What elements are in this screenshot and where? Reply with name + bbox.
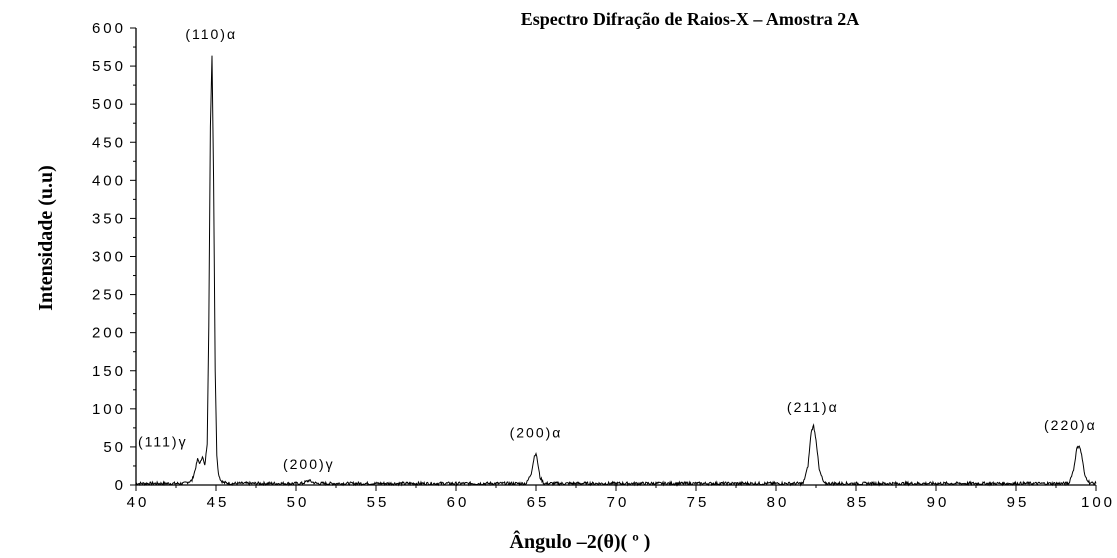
x-tick-label: 50: [287, 494, 310, 511]
y-tick-label: 100: [92, 401, 126, 418]
peak-label: (220)α: [1044, 417, 1097, 433]
y-tick-label: 150: [92, 363, 126, 380]
x-tick-label: 65: [527, 494, 550, 511]
y-tick-label: 300: [92, 249, 126, 266]
y-tick-label: 550: [92, 58, 126, 75]
y-tick-label: 350: [92, 210, 126, 227]
y-axis-title: Intensidade (u.u): [35, 165, 57, 311]
peak-label: (110)α: [185, 26, 237, 42]
y-tick-label: 50: [103, 439, 126, 456]
x-tick-label: 80: [767, 494, 790, 511]
data-layer: [135, 55, 1097, 487]
y-tick-label: 600: [92, 20, 126, 37]
peak-label: (211)α: [787, 399, 839, 415]
axes: 40 45 50 55 60 65 70 75 80 85 90 95 100 0 50 100 150 200 2…: [92, 20, 1115, 511]
y-tick-label: 400: [92, 172, 126, 189]
x-tick-label: 95: [1007, 494, 1030, 511]
y-tick-label: 200: [92, 325, 126, 342]
x-tick-label: 45: [207, 494, 230, 511]
xrd-series-line: [135, 55, 1097, 487]
y-tick-label: 250: [92, 287, 126, 304]
y-tick-label: 0: [115, 477, 126, 494]
x-tick-label: 55: [367, 494, 390, 511]
x-tick-label: 90: [927, 494, 950, 511]
peak-label: (111)γ: [138, 433, 188, 449]
x-tick-label: 100: [1081, 494, 1115, 511]
peak-annotations: (111)γ (110)α (200)γ (200)α (211)α (220)α: [138, 26, 1097, 472]
chart-title: Espectro Difração de Raios-X – Amostra 2…: [521, 9, 860, 29]
x-tick-label: 40: [127, 494, 150, 511]
x-axis-title: Ângulo –2(θ)( º ): [510, 529, 651, 553]
y-tick-label: 450: [92, 134, 126, 151]
y-tick-label: 500: [92, 96, 126, 113]
peak-label: (200)α: [510, 424, 563, 440]
peak-label: (200)γ: [283, 456, 335, 472]
x-tick-label: 85: [847, 494, 870, 511]
x-tick-label: 60: [447, 494, 470, 511]
x-tick-label: 75: [687, 494, 710, 511]
x-tick-label: 70: [607, 494, 630, 511]
